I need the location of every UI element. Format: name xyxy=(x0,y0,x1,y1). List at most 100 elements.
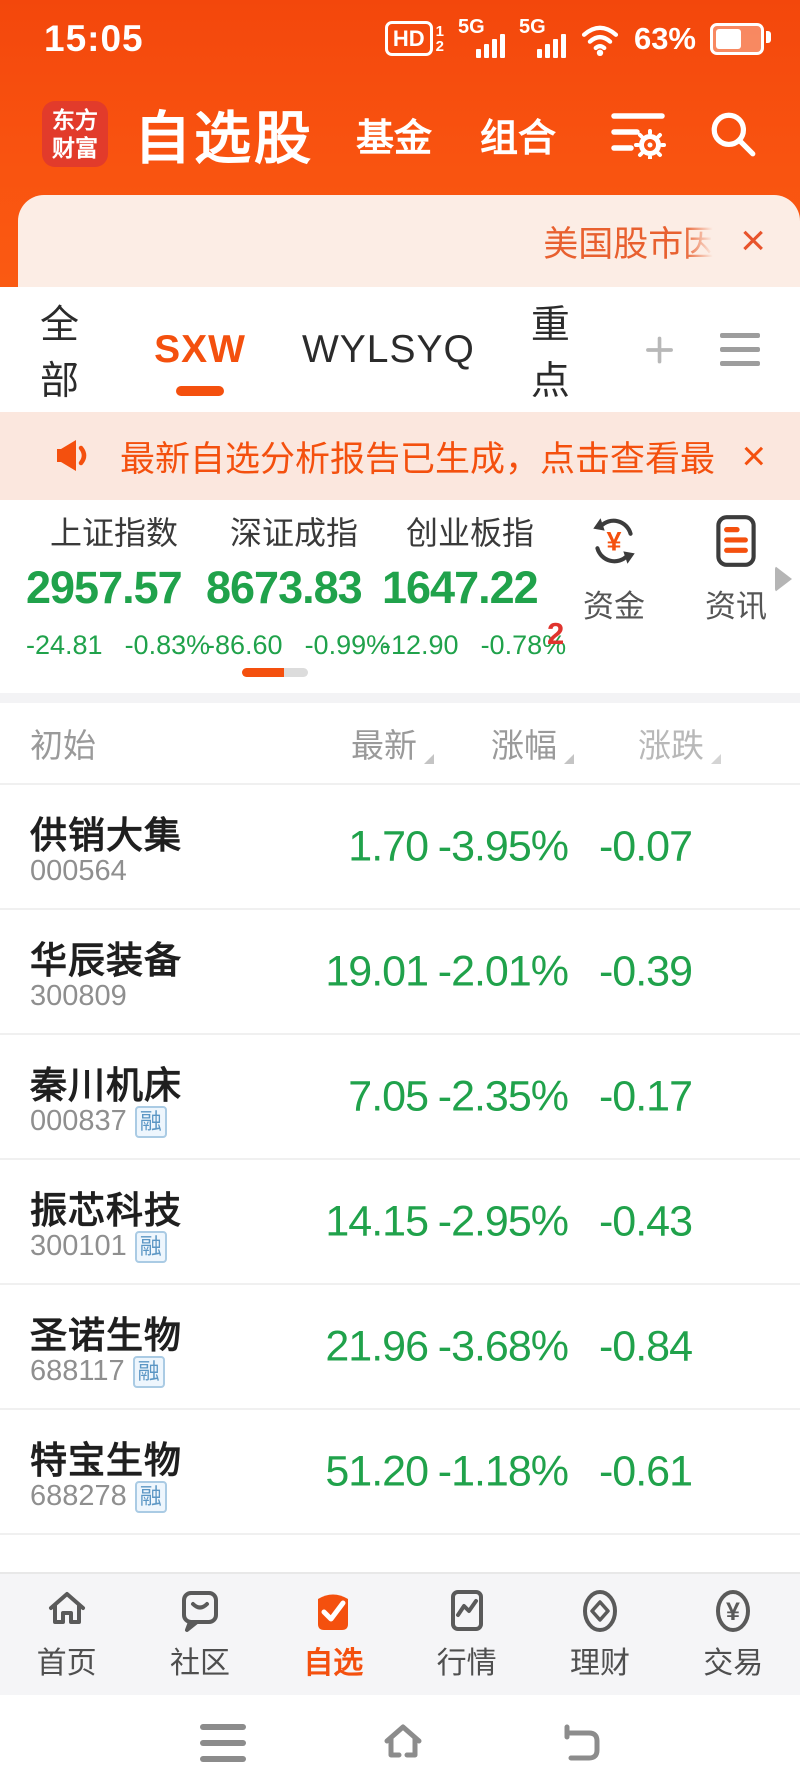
stock-change-amt: -0.17 xyxy=(598,1072,693,1120)
stock-change-amt: -0.39 xyxy=(598,947,693,995)
announcement-text: 最新自选分析报告已生成，点击查看最新机会 xyxy=(120,439,716,479)
android-home-button[interactable] xyxy=(377,1717,429,1769)
col-change-pct[interactable]: 涨幅 xyxy=(0,719,575,767)
nav-wealth[interactable]: 理财 xyxy=(533,1574,666,1695)
stock-change-amt: -0.61 xyxy=(598,1447,693,1495)
nav-market[interactable]: 行情 xyxy=(400,1574,533,1695)
battery-percent: 63% xyxy=(633,20,696,56)
stock-code-line: 300809 xyxy=(30,980,127,1013)
stock-change-pct: -2.35% xyxy=(437,1072,569,1120)
col-initial[interactable]: 初始 xyxy=(30,727,96,764)
stock-code-line: 300101 融 xyxy=(30,1230,167,1263)
signal-sim1-icon: 5G xyxy=(458,16,505,61)
stock-code-line: 000564 xyxy=(30,855,127,888)
android-nav-bar xyxy=(0,1695,800,1778)
tab-sxw[interactable]: SXW xyxy=(154,327,246,371)
nav-trade[interactable]: ¥ 交易 xyxy=(667,1574,800,1695)
recents-button[interactable] xyxy=(200,1723,246,1762)
stock-price: 14.15 xyxy=(325,1197,429,1245)
stock-change-pct: -1.18% xyxy=(437,1447,569,1495)
stock-name: 秦川机床 xyxy=(30,1065,182,1106)
stock-row[interactable]: 华辰装备 300809 19.01 -2.01% -0.39 xyxy=(0,908,800,1033)
stock-list: 供销大集 000564 1.70 -3.95% -0.07 华辰装备 30080… xyxy=(0,783,800,1535)
shortcut-news[interactable]: 资讯 xyxy=(698,512,774,626)
stock-name: 特宝生物 xyxy=(30,1440,182,1481)
search-icon[interactable] xyxy=(708,109,758,159)
market-icon xyxy=(450,1590,483,1631)
news-ticker-text[interactable]: 美国股市因 xyxy=(543,211,721,271)
stock-row[interactable]: 供销大集 000564 1.70 -3.95% -0.07 xyxy=(0,783,800,908)
nav-watchlist[interactable]: 自选 xyxy=(267,1574,400,1695)
tab-all[interactable]: 全部 xyxy=(40,303,81,403)
stock-change-pct: -2.01% xyxy=(437,947,569,995)
header-nav: 基金 组合 xyxy=(356,107,556,162)
stock-change-pct: -3.68% xyxy=(437,1322,569,1370)
stock-name: 供销大集 xyxy=(30,815,182,856)
margin-badge: 融 xyxy=(134,1105,167,1138)
stock-row[interactable]: 特宝生物 688278 融 51.20 -1.18% -0.61 xyxy=(0,1408,800,1533)
stock-code: 300809 xyxy=(30,980,127,1012)
stock-row[interactable]: 振芯科技 300101 融 14.15 -2.95% -0.43 xyxy=(0,1158,800,1283)
wealth-icon xyxy=(582,1590,617,1632)
announcement-close-icon[interactable]: × xyxy=(741,432,766,479)
index-panel: 上证指数 2957.57 -24.81 -0.83% 深证成指 8673.83 -… xyxy=(0,500,800,693)
news-doc-icon xyxy=(716,515,756,567)
stock-row[interactable]: 圣诺生物 688117 融 21.96 -3.68% -0.84 xyxy=(0,1283,800,1408)
sort-icon xyxy=(711,754,721,764)
sort-icon xyxy=(564,754,574,764)
col-latest[interactable]: 最新 xyxy=(0,719,435,767)
back-button[interactable] xyxy=(553,1717,605,1769)
nav-portfolio[interactable]: 组合 xyxy=(480,117,557,160)
stock-name: 振芯科技 xyxy=(30,1190,182,1231)
status-indicators: HD 1 2 5G 5G xyxy=(384,16,771,61)
index-shenzhen[interactable]: 深证成指 8673.83 -86.60 -0.99% xyxy=(206,515,391,660)
clock: 15:05 xyxy=(44,17,144,59)
stock-row[interactable]: 秦川机床 000837 融 7.05 -2.35% -0.17 xyxy=(0,1033,800,1158)
trade-icon: ¥ xyxy=(716,1590,751,1632)
stock-name: 华辰装备 xyxy=(30,940,182,981)
bottom-nav: 首页 社区 自选 行情 xyxy=(0,1572,800,1695)
expand-chevron-icon[interactable] xyxy=(775,566,792,592)
stock-name: 圣诺生物 xyxy=(30,1315,182,1356)
stock-price: 7.05 xyxy=(348,1072,429,1120)
status-bar: 15:05 HD 1 2 5G 5G xyxy=(0,0,800,61)
margin-badge: 融 xyxy=(134,1230,167,1263)
news-ticker-close-icon[interactable]: × xyxy=(740,216,766,265)
stock-price: 51.20 xyxy=(325,1447,429,1495)
stock-price: 1.70 xyxy=(348,822,429,870)
nav-community[interactable]: 社区 xyxy=(133,1574,266,1695)
megaphone-icon xyxy=(57,440,87,471)
stock-code: 688117 xyxy=(30,1355,125,1387)
page-title: 自选股 xyxy=(134,107,314,171)
announcement-bar[interactable]: 最新自选分析报告已生成，点击查看最新机会 × xyxy=(0,412,800,500)
section-divider xyxy=(0,693,800,703)
tab-wylsyq[interactable]: WYLSYQ xyxy=(301,327,475,371)
stock-code-line: 000837 融 xyxy=(30,1105,167,1138)
battery-icon xyxy=(710,22,771,55)
stock-change-amt: -0.07 xyxy=(598,822,693,870)
stock-code: 000837 xyxy=(30,1105,127,1137)
app-bar: 东方 财富 自选股 基金 组合 xyxy=(0,91,800,177)
table-header: 初始 最新 涨幅 涨跌 xyxy=(0,703,800,783)
shortcut-funds[interactable]: ¥ 资金 xyxy=(576,512,652,626)
wifi-icon xyxy=(581,25,619,56)
stock-code-line: 688117 融 xyxy=(30,1355,165,1388)
news-ticker-card: 美国股市因 × xyxy=(18,195,800,287)
stock-code: 300101 xyxy=(30,1230,127,1262)
index-chinext[interactable]: 创业板指 1647.22 -12.90 -0.78% xyxy=(382,515,567,660)
svg-text:¥: ¥ xyxy=(726,1598,740,1626)
nav-home[interactable]: 首页 xyxy=(0,1574,133,1695)
group-manage-icon[interactable] xyxy=(720,333,760,366)
list-settings-icon[interactable] xyxy=(610,109,666,159)
eastmoney-logo: 东方 财富 xyxy=(42,101,108,167)
margin-badge: 融 xyxy=(134,1480,167,1513)
home-icon xyxy=(48,1592,85,1624)
add-group-icon[interactable] xyxy=(645,330,674,370)
index-shanghai[interactable]: 上证指数 2957.57 -24.81 -0.83% xyxy=(26,515,211,660)
nav-funds[interactable]: 基金 xyxy=(356,117,433,160)
group-tabs: 全部 SXW WYLSYQ 重点 xyxy=(0,287,800,412)
stock-change-amt: -0.84 xyxy=(598,1322,693,1370)
col-change-amt[interactable]: 涨跌 xyxy=(0,719,722,767)
tab-key[interactable]: 重点 xyxy=(530,303,571,403)
